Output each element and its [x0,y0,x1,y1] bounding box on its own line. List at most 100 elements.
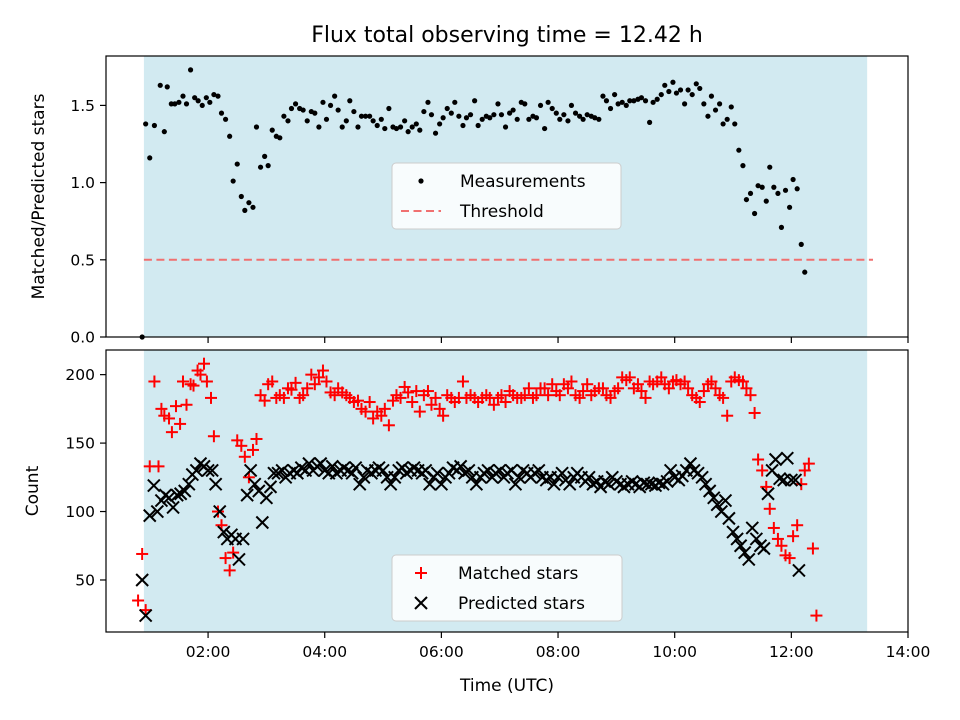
matched-star-point [378,402,391,415]
measurement-point [262,153,268,159]
measurement-point [463,115,470,121]
predicted-star-point [388,470,402,485]
matched-star-point [456,375,469,388]
matched-star-point [297,389,310,402]
matched-star-point [487,398,500,411]
legend-measurements-marker [418,178,424,184]
measurement-point [187,67,194,73]
measurement-point [386,105,392,112]
legend-predicted-label: Predicted stars [458,594,585,614]
matched-star-point [565,375,578,388]
predicted-star-point [243,463,258,478]
predicted-star-point [532,463,546,478]
bottom-y-axis-label: Count [23,465,43,516]
matched-star-point [553,389,566,402]
predicted-star-point [761,487,775,501]
measurement-point [285,118,291,124]
measurement-point [553,110,559,116]
matched-star-point [246,443,259,456]
predicted-star-point [248,477,262,491]
measurement-point [277,135,283,141]
matched-star-point [682,382,695,395]
measurement-point [456,113,462,119]
matched-star-point [194,368,207,381]
matched-star-point [635,385,648,398]
predicted-star-point [772,471,787,486]
matched-star-point [328,389,341,402]
predicted-star-point [602,477,616,491]
matched-star-point [717,391,730,404]
measurement-point [514,116,520,122]
measurement-point [778,224,785,230]
matched-star-point [308,378,321,391]
matched-star-point [577,385,590,398]
measurement-point [751,210,758,217]
measurement-point [561,112,567,118]
measurement-point [642,98,649,104]
matched-star-point [289,376,302,389]
measurement-point [507,110,513,116]
matched-star-point [542,389,555,402]
measurement-point [662,82,668,88]
matched-star-point [709,382,722,395]
matched-star-point [301,382,314,395]
measurement-point [292,101,299,107]
measurement-point [747,190,754,197]
predicted-star-point [348,461,363,475]
predicted-star-point [663,463,678,478]
predicted-star-point [263,480,278,494]
predicted-star-point [255,515,270,530]
measurement-point [257,164,264,170]
matched-star-point [223,564,236,577]
measurement-point [580,116,586,122]
measurement-point [222,116,229,122]
matched-star-point [305,368,318,381]
measurement-point [647,119,653,125]
predicted-star-point [710,497,724,512]
matched-star-point [697,385,710,398]
predicted-star-point [695,470,709,485]
measurement-point [522,101,528,107]
matched-star-point [522,382,535,395]
measurement-point [300,107,306,113]
matched-stars-points [132,357,823,622]
matched-star-point [351,394,364,407]
predicted-star-point [313,456,328,471]
measurement-point [712,107,719,113]
matched-star-point [538,382,551,395]
measurement-point [638,95,645,101]
matched-star-point [132,594,145,607]
top-legend: Measurements Threshold [391,162,622,230]
predicted-star-point [508,477,523,491]
predicted-star-point [182,477,196,491]
measurement-point [572,110,579,116]
measurement-point [242,207,248,213]
predicted-star-point [788,473,803,487]
matched-star-point [207,430,220,443]
measurement-point [612,91,618,98]
measurement-point [218,110,225,116]
matched-star-point [394,391,407,404]
matched-star-point [235,439,248,452]
measurement-point [568,102,575,109]
predicted-star-point [213,504,227,519]
measurement-point [487,115,493,121]
predicted-star-point [562,477,577,491]
measurement-point [460,122,466,129]
predicted-star-point [683,456,698,471]
predicted-star-point [325,459,340,474]
x-tick-label: 10:00 [652,643,697,661]
predicted-star-point [698,477,713,491]
measurement-point [615,101,621,107]
matched-star-point [152,460,165,473]
matched-star-point [798,464,811,477]
predicted-star-point [178,484,192,498]
x-tick-label: 12:00 [769,643,814,661]
measurement-point [402,118,408,124]
measurement-point [378,116,384,122]
measurement-point [227,133,233,139]
matched-star-point [180,398,193,411]
measurement-point [650,99,656,105]
measurement-point [288,105,295,112]
measurement-point [374,122,380,129]
